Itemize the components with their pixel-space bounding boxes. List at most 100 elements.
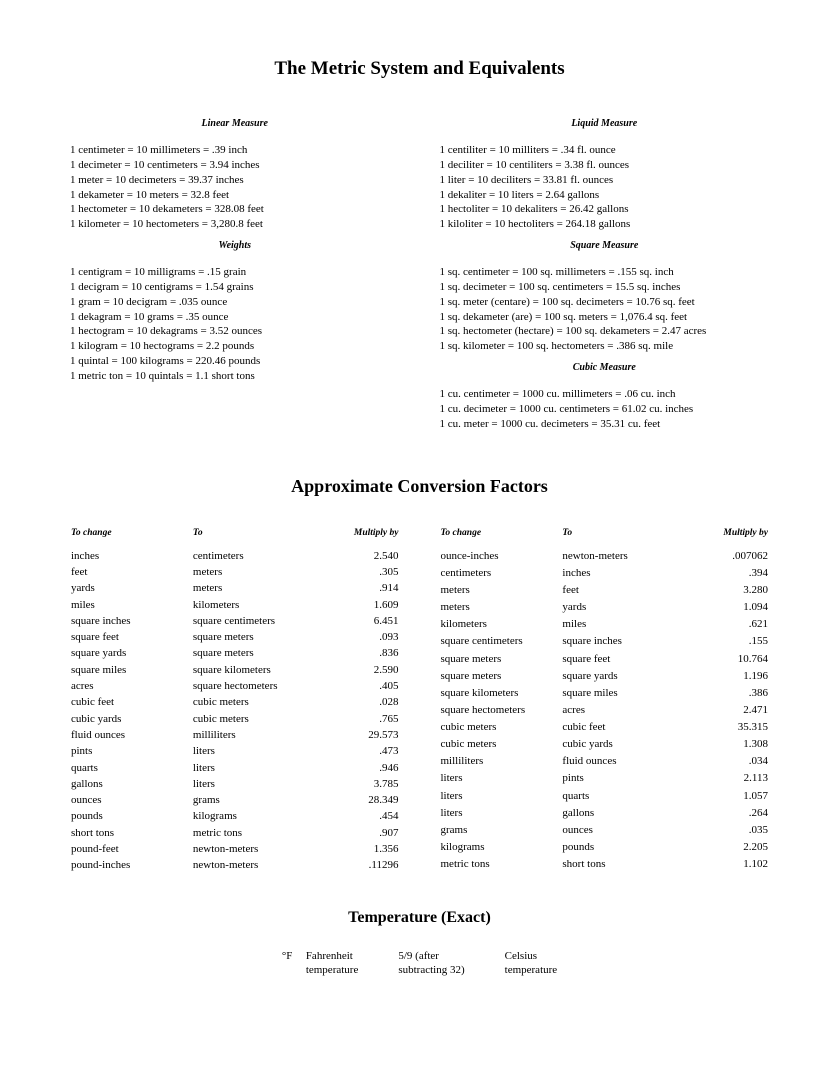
- section-lines: 1 cu. centimeter = 1000 cu. millimeters …: [440, 387, 770, 432]
- table-cell: square miles: [70, 662, 192, 678]
- table-cell: .007062: [697, 548, 770, 565]
- table-cell: liters: [440, 770, 562, 787]
- table-row: literspints2.113: [440, 770, 770, 787]
- table-cell: quarts: [70, 760, 192, 776]
- table-cell: pounds: [561, 839, 696, 856]
- table-cell: cubic meters: [440, 736, 562, 753]
- equivalent-line: 1 gram = 10 decigram = .035 ounce: [70, 295, 400, 310]
- table-cell: grams: [440, 822, 562, 839]
- section-title: Liquid Measure: [440, 118, 770, 129]
- table-cell: 35.315: [697, 719, 770, 736]
- table-cell: .394: [697, 565, 770, 582]
- table-row: litersquarts1.057: [440, 788, 770, 805]
- equivalent-line: 1 sq. dekameter (are) = 100 sq. meters =…: [440, 310, 770, 325]
- table-cell: cubic yards: [561, 736, 696, 753]
- table-row: acressquare hectometers.405: [70, 678, 400, 694]
- table-cell: cubic feet: [561, 719, 696, 736]
- table-row: short tonsmetric tons.907: [70, 825, 400, 841]
- table-cell: meters: [192, 580, 327, 596]
- equivalent-line: 1 liter = 10 deciliters = 33.81 fl. ounc…: [440, 173, 770, 188]
- table-row: cubic meterscubic feet35.315: [440, 719, 770, 736]
- table-cell: .836: [327, 645, 400, 661]
- table-row: mileskilometers1.609: [70, 597, 400, 613]
- table-cell: liters: [192, 743, 327, 759]
- table-cell: .386: [697, 685, 770, 702]
- table-row: pound-inchesnewton-meters.11296: [70, 857, 400, 873]
- table-cell: 10.764: [697, 651, 770, 668]
- table-cell: square feet: [70, 629, 192, 645]
- equivalent-line: 1 cu. centimeter = 1000 cu. millimeters …: [440, 387, 770, 402]
- table-cell: square yards: [70, 645, 192, 661]
- table-cell: kilometers: [440, 616, 562, 633]
- table-row: metric tonsshort tons1.102: [440, 856, 770, 873]
- table-row: square centimeterssquare inches.155: [440, 633, 770, 650]
- table-row: square inchessquare centimeters6.451: [70, 613, 400, 629]
- table-cell: pounds: [70, 808, 192, 824]
- table-row: poundskilograms.454: [70, 808, 400, 824]
- table-row: litersgallons.264: [440, 805, 770, 822]
- table-row: millilitersfluid ounces.034: [440, 753, 770, 770]
- table-cell: short tons: [561, 856, 696, 873]
- table-cell: 1.308: [697, 736, 770, 753]
- table-row: pintsliters.473: [70, 743, 400, 759]
- table-cell: .155: [697, 633, 770, 650]
- table-cell: .264: [697, 805, 770, 822]
- equivalent-line: 1 cu. meter = 1000 cu. decimeters = 35.3…: [440, 417, 770, 432]
- table-cell: .914: [327, 580, 400, 596]
- table-cell: .035: [697, 822, 770, 839]
- left-column: Linear Measure1 centimeter = 10 millimet…: [70, 110, 400, 436]
- table-cell: 28.349: [327, 792, 400, 808]
- table-cell: 2.590: [327, 662, 400, 678]
- table-cell: 1.102: [697, 856, 770, 873]
- table-cell: square meters: [440, 668, 562, 685]
- table-cell: .405: [327, 678, 400, 694]
- page-title: The Metric System and Equivalents: [70, 58, 769, 80]
- table-row: square hectometersacres2.471: [440, 702, 770, 719]
- equivalent-line: 1 sq. kilometer = 100 sq. hectometers = …: [440, 339, 770, 354]
- table-cell: milliliters: [192, 727, 327, 743]
- table-header: To change: [70, 527, 192, 548]
- table-cell: miles: [561, 616, 696, 633]
- table-cell: cubic meters: [192, 711, 327, 727]
- table-row: metersfeet3.280: [440, 582, 770, 599]
- table-cell: newton-meters: [561, 548, 696, 565]
- table-cell: square inches: [70, 613, 192, 629]
- table-row: square meterssquare yards1.196: [440, 668, 770, 685]
- equivalent-line: 1 dekagram = 10 grams = .35 ounce: [70, 310, 400, 325]
- table-cell: ounces: [561, 822, 696, 839]
- right-column: Liquid Measure 1 centiliter = 10 milliter…: [440, 110, 770, 436]
- table-cell: acres: [561, 702, 696, 719]
- table-cell: acres: [70, 678, 192, 694]
- table-cell: centimeters: [192, 548, 327, 564]
- table-cell: 1.057: [697, 788, 770, 805]
- equivalent-line: 1 meter = 10 decimeters = 39.37 inches: [70, 173, 400, 188]
- table-cell: kilometers: [192, 597, 327, 613]
- table-cell: pints: [561, 770, 696, 787]
- temp-mid-1: 5/9 (after: [398, 950, 439, 962]
- table-cell: ounces: [70, 792, 192, 808]
- section-title: Cubic Measure: [440, 362, 770, 373]
- table-cell: square centimeters: [440, 633, 562, 650]
- equivalent-line: 1 decimeter = 10 centimeters = 3.94 inch…: [70, 158, 400, 173]
- table-row: inchescentimeters2.540: [70, 548, 400, 564]
- equivalent-line: 1 metric ton = 10 quintals = 1.1 short t…: [70, 369, 400, 384]
- equivalent-line: 1 cu. decimeter = 1000 cu. centimeters =…: [440, 402, 770, 417]
- table-row: feetmeters.305: [70, 564, 400, 580]
- table-cell: square yards: [561, 668, 696, 685]
- table-row: quartsliters.946: [70, 760, 400, 776]
- table-cell: 29.573: [327, 727, 400, 743]
- table-cell: yards: [561, 599, 696, 616]
- temperature-to: Celsius temperature: [505, 949, 558, 978]
- table-cell: .907: [327, 825, 400, 841]
- table-header: To change: [440, 527, 562, 548]
- equivalent-line: 1 kilometer = 10 hectometers = 3,280.8 f…: [70, 217, 400, 232]
- conversion-table-right: To changeToMultiply byounce-inchesnewton…: [440, 527, 770, 874]
- table-cell: .765: [327, 711, 400, 727]
- section-lines: 1 centiliter = 10 milliters = .34 fl. ou…: [440, 143, 770, 232]
- section-title: Weights: [70, 240, 400, 251]
- table-row: fluid ouncesmilliliters29.573: [70, 727, 400, 743]
- temp-from-2: temperature: [306, 964, 359, 976]
- table-cell: metric tons: [192, 825, 327, 841]
- table-cell: 2.205: [697, 839, 770, 856]
- table-header: Multiply by: [697, 527, 770, 548]
